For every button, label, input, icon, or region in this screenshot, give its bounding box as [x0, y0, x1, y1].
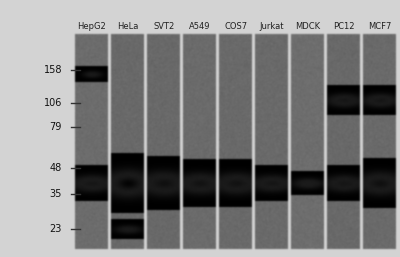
Text: MDCK: MDCK	[296, 22, 320, 31]
Text: 35: 35	[50, 189, 62, 199]
Text: 48: 48	[50, 163, 62, 173]
Text: 23: 23	[50, 224, 62, 234]
Text: 158: 158	[44, 65, 62, 75]
Text: 79: 79	[50, 122, 62, 132]
Text: MCF7: MCF7	[368, 22, 392, 31]
Text: 106: 106	[44, 98, 62, 108]
Text: Jurkat: Jurkat	[260, 22, 284, 31]
Text: A549: A549	[189, 22, 211, 31]
Text: PC12: PC12	[333, 22, 355, 31]
Text: HeLa: HeLa	[117, 22, 139, 31]
Text: HepG2: HepG2	[78, 22, 106, 31]
Text: SVT2: SVT2	[153, 22, 175, 31]
Text: COS7: COS7	[224, 22, 248, 31]
